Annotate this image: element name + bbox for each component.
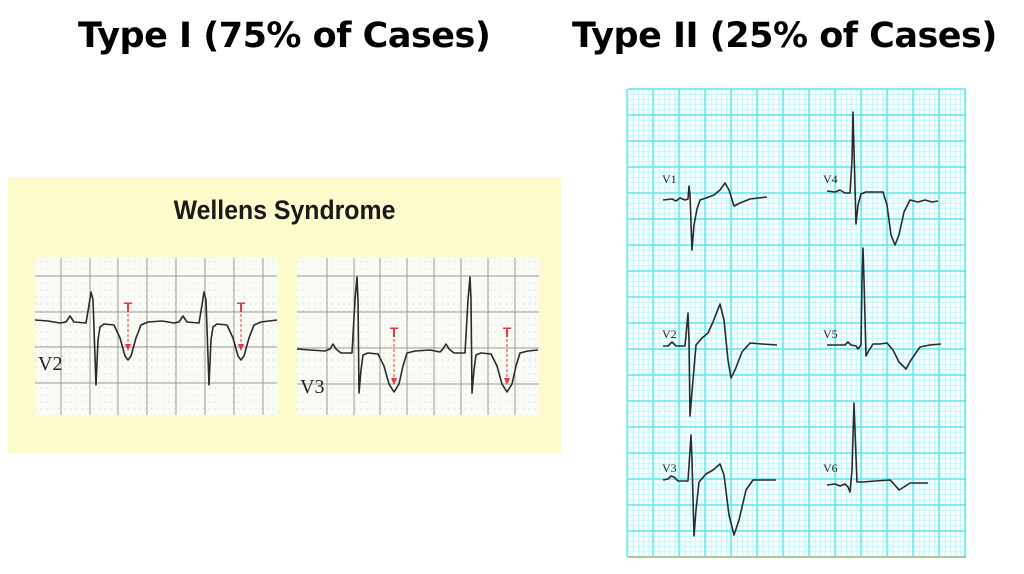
arrow-down-icon: [504, 378, 510, 385]
type-2-title: Type II (25% of Cases): [572, 16, 997, 56]
ecg-trace: [296, 276, 539, 394]
lead-label: V2: [662, 327, 677, 341]
t-wave-label: T: [390, 324, 399, 340]
lead-label: V6: [823, 461, 838, 475]
lead-label: V4: [823, 172, 838, 186]
lead-label: V1: [662, 172, 677, 186]
arrow-down-icon: [238, 344, 244, 351]
t-wave-label: T: [237, 299, 246, 315]
ecg-trace: [826, 111, 939, 246]
ecg-strip-v2: V2 T T: [34, 258, 278, 415]
ecg-trace: [826, 402, 928, 493]
ecg-trace: [827, 247, 942, 370]
type-2-ecg-traces: V1 V4 V2 V3 V5 V6: [662, 111, 942, 537]
type-1-title: Type I (75% of Cases): [78, 16, 491, 56]
wellens-syndrome-heading: Wellens Syndrome: [173, 195, 396, 225]
ecg-lead-v6: V6: [823, 402, 928, 493]
t-wave-label: T: [503, 324, 512, 340]
lead-label: V3: [662, 461, 677, 475]
ecg-trace: [663, 303, 778, 417]
arrow-down-icon: [125, 344, 131, 351]
lead-label: V5: [823, 327, 838, 341]
ecg-lead-v2: V2: [662, 303, 778, 417]
arrow-down-icon: [391, 378, 397, 385]
ecg-lead-v1: V1: [662, 172, 768, 251]
lead-label: V3: [300, 376, 324, 398]
ecg-trace: [34, 291, 278, 386]
ecg-lead-v3: V3: [662, 434, 776, 537]
ecg-lead-v5: V5: [823, 247, 942, 370]
ecg-lead-v4: V4: [823, 111, 939, 246]
ecg-trace: [662, 434, 776, 537]
lead-label: V2: [38, 353, 62, 375]
type-2-ecg-grid: [626, 88, 967, 558]
t-wave-label: T: [124, 299, 133, 315]
ecg-trace: [662, 182, 768, 251]
ecg-strip-v3: V3 T T: [296, 258, 539, 415]
type-1-ecg-strips: V2 T T V3 T T: [34, 258, 539, 415]
